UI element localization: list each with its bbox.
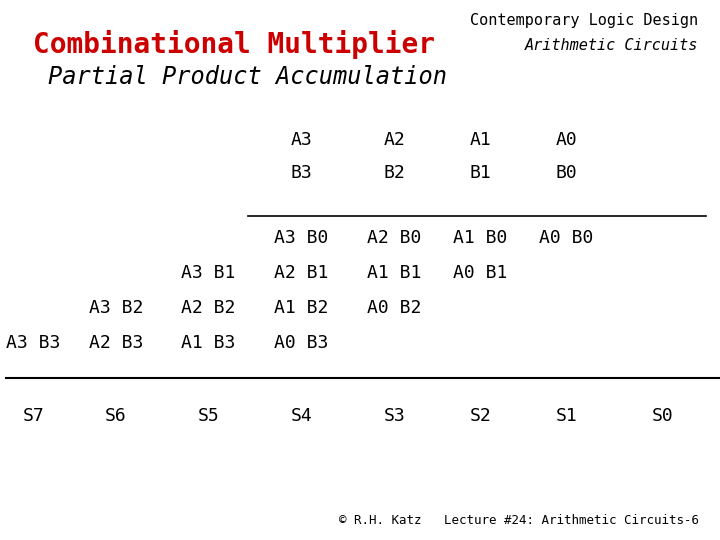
- Text: A1 B3: A1 B3: [181, 334, 236, 352]
- Text: B1: B1: [469, 164, 491, 182]
- Text: Combinational Multiplier: Combinational Multiplier: [33, 30, 436, 59]
- Text: S5: S5: [198, 407, 220, 425]
- Text: S0: S0: [652, 407, 674, 425]
- Text: B3: B3: [291, 164, 312, 182]
- Text: A0 B0: A0 B0: [539, 228, 593, 247]
- Text: S1: S1: [555, 407, 577, 425]
- Text: S2: S2: [469, 407, 491, 425]
- Text: S3: S3: [384, 407, 405, 425]
- Text: A2 B3: A2 B3: [89, 334, 143, 352]
- Text: Contemporary Logic Design: Contemporary Logic Design: [470, 14, 698, 29]
- Text: A0 B2: A0 B2: [367, 299, 422, 317]
- Text: S6: S6: [105, 407, 127, 425]
- Text: A0 B1: A0 B1: [454, 264, 508, 282]
- Text: A0: A0: [555, 131, 577, 150]
- Text: A3 B1: A3 B1: [181, 264, 236, 282]
- Text: A2: A2: [384, 131, 405, 150]
- Text: Partial Product Accumulation: Partial Product Accumulation: [48, 65, 447, 89]
- Text: A1 B1: A1 B1: [367, 264, 422, 282]
- Text: A3: A3: [291, 131, 312, 150]
- Text: Arithmetic Circuits: Arithmetic Circuits: [525, 38, 698, 53]
- Text: A2 B0: A2 B0: [367, 228, 422, 247]
- Text: A2 B1: A2 B1: [274, 264, 329, 282]
- Text: A1 B2: A1 B2: [274, 299, 329, 317]
- Text: A3 B2: A3 B2: [89, 299, 143, 317]
- Text: S7: S7: [22, 407, 45, 425]
- Text: © R.H. Katz   Lecture #24: Arithmetic Circuits-6: © R.H. Katz Lecture #24: Arithmetic Circ…: [338, 514, 698, 526]
- Text: A3 B0: A3 B0: [274, 228, 329, 247]
- Text: B2: B2: [384, 164, 405, 182]
- Text: A3 B3: A3 B3: [6, 334, 60, 352]
- Text: S4: S4: [291, 407, 312, 425]
- Text: A1: A1: [469, 131, 491, 150]
- Text: B0: B0: [555, 164, 577, 182]
- Text: A1 B0: A1 B0: [454, 228, 508, 247]
- Text: A2 B2: A2 B2: [181, 299, 236, 317]
- Text: A0 B3: A0 B3: [274, 334, 329, 352]
